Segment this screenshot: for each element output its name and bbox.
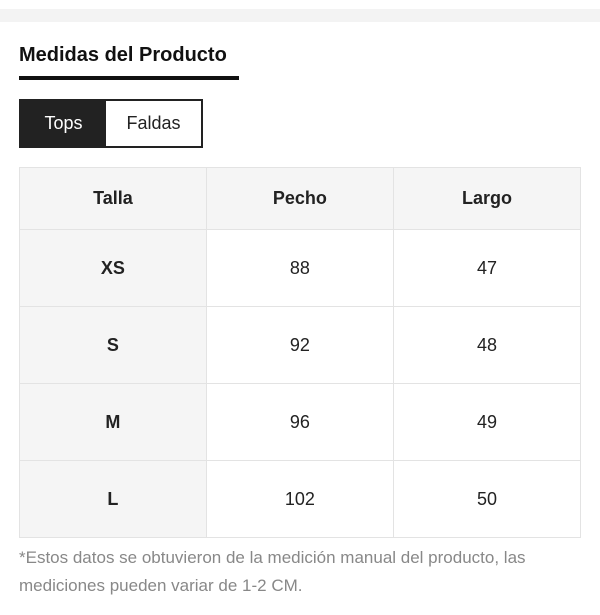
largo-cell: 49 [392,383,582,461]
size-cell: M [19,383,207,461]
title-underline [19,76,239,80]
header-pecho: Pecho [205,167,394,230]
category-toggle: Tops Faldas [19,99,203,148]
table-header-row: Talla Pecho Largo [19,167,582,230]
page-title: Medidas del Producto [19,44,227,66]
largo-cell: 50 [392,460,582,538]
size-cell: XS [19,229,207,307]
largo-cell: 47 [392,229,582,307]
pecho-cell: 88 [205,229,394,307]
size-table: Talla Pecho Largo XS 88 47 S 92 48 M 96 … [19,167,582,538]
table-row: XS 88 47 [19,229,582,307]
tab-tops[interactable]: Tops [21,101,106,146]
table-row: M 96 49 [19,383,582,461]
size-cell: S [19,306,207,384]
table-row: L 102 50 [19,460,582,538]
size-cell: L [19,460,207,538]
top-divider-band [0,9,600,22]
header-talla: Talla [19,167,207,230]
measurement-note: *Estos datos se obtuvieron de la medició… [19,548,526,595]
largo-cell: 48 [392,306,582,384]
table-row: S 92 48 [19,306,582,384]
pecho-cell: 96 [205,383,394,461]
tab-faldas[interactable]: Faldas [106,101,201,146]
header-largo: Largo [392,167,582,230]
pecho-cell: 92 [205,306,394,384]
pecho-cell: 102 [205,460,394,538]
